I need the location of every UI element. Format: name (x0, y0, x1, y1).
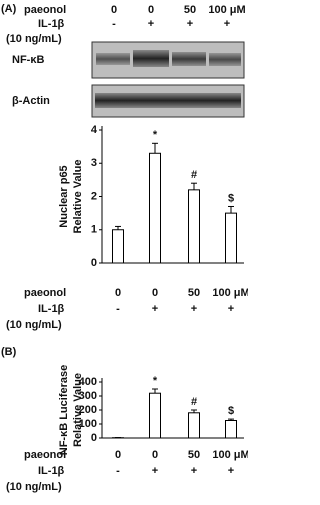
annotation: # (191, 169, 197, 181)
figure: (A) paeonol 0 0 50 100 μM IL-1β - + + + (10 ng/mL) N… (0, 0, 248, 500)
row-value: 50 (188, 449, 200, 461)
row-value: 0 (152, 287, 158, 299)
bar (113, 230, 124, 263)
row-label: paeonol (24, 287, 66, 299)
row-value: - (116, 303, 120, 315)
row-note: (10 ng/mL) (6, 33, 62, 45)
row-value: 0 (115, 449, 121, 461)
bar (189, 190, 200, 263)
row-value: 0 (115, 287, 121, 299)
annotation: * (153, 375, 158, 387)
row-value: 50 (188, 287, 200, 299)
y-tick-label: 0 (91, 432, 97, 444)
blot-band (209, 53, 241, 66)
row-value: + (148, 18, 154, 30)
row-value: 50 (184, 4, 196, 16)
row-value: + (152, 303, 158, 315)
row-label: paeonol (24, 449, 66, 461)
row-value: 100 μM (212, 449, 248, 461)
y-axis-label: Relative Value (72, 160, 84, 234)
row-label: IL-1β (38, 18, 65, 30)
bar (226, 421, 237, 439)
blot-band (96, 53, 130, 65)
y-tick-label: 3 (91, 157, 97, 169)
annotation: $ (228, 192, 234, 204)
row-value: 0 (148, 4, 154, 16)
y-axis-label: Nuclear p65 (58, 165, 70, 227)
row-value: + (228, 465, 234, 477)
blot-band (133, 50, 169, 67)
bar (150, 153, 161, 263)
blot-band (95, 93, 241, 108)
panel-label: (B) (1, 346, 17, 358)
y-tick-label: 0 (91, 257, 97, 269)
row-value: + (228, 303, 234, 315)
annotation: * (153, 129, 158, 141)
row-value: - (112, 18, 116, 30)
row-value: 0 (152, 449, 158, 461)
blot-label: NF-κB (12, 54, 44, 66)
panel-label: (A) (1, 3, 17, 15)
row-value: 100 μM (212, 287, 248, 299)
row-value: + (224, 18, 230, 30)
row-label: IL-1β (38, 465, 65, 477)
blot-label: β-Actin (12, 95, 50, 107)
y-tick-label: 2 (91, 190, 97, 202)
row-value: 0 (111, 4, 117, 16)
row-value: + (191, 465, 197, 477)
bar (226, 213, 237, 263)
row-note: (10 ng/mL) (6, 481, 62, 493)
row-value: + (152, 465, 158, 477)
y-tick-label: 4 (91, 124, 98, 136)
row-value: - (116, 465, 120, 477)
row-label: paeonol (24, 4, 66, 16)
annotation: # (191, 396, 197, 408)
y-tick-label: 1 (91, 224, 97, 236)
row-label: IL-1β (38, 303, 65, 315)
y-axis-label: NF-κB Luciferase (58, 365, 70, 456)
bar (189, 413, 200, 438)
row-note: (10 ng/mL) (6, 319, 62, 331)
blot-band (172, 52, 206, 66)
row-value: + (187, 18, 193, 30)
bar (150, 393, 161, 438)
y-axis-label: Relative Value (72, 373, 84, 447)
row-value: 100 μM (208, 4, 245, 16)
annotation: $ (228, 405, 234, 417)
row-value: + (191, 303, 197, 315)
